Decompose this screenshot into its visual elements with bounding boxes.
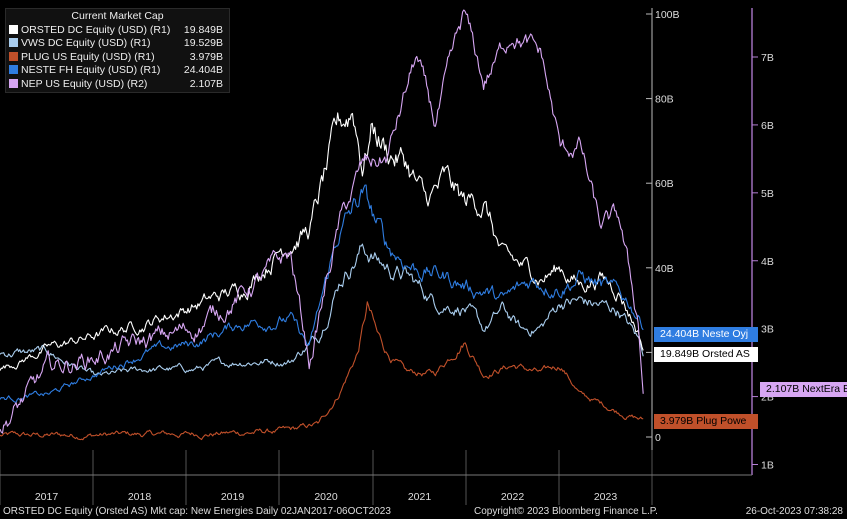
left-tick-label: 100B: [655, 9, 680, 21]
right-tick-label: 6B: [761, 120, 774, 132]
legend-series-value: 2.107B: [189, 77, 223, 90]
legend: Current Market Cap ORSTED DC Equity (USD…: [5, 8, 230, 93]
right-tick-label: 3B: [761, 324, 774, 336]
end-label-orsted: 19.849B Orsted AS: [654, 347, 758, 362]
year-label: 2020: [314, 491, 338, 503]
year-label: 2017: [35, 491, 59, 503]
left-tick-label: 0: [655, 432, 661, 444]
footer-description: ORSTED DC Equity (Orsted AS) Mkt cap: Ne…: [3, 506, 391, 517]
series-line-neste: [0, 184, 644, 403]
legend-swatch: [9, 51, 18, 61]
legend-series-name: NEP US Equity (USD) (R2): [21, 77, 148, 90]
legend-series-value: 3.979B: [189, 50, 223, 63]
end-label-nep: 2.107B NextEra E: [760, 382, 847, 397]
footer-copyright: Copyright© 2023 Bloomberg Finance L.P.: [474, 506, 658, 517]
end-label-plug: 3.979B Plug Powe: [654, 414, 758, 429]
legend-swatch: [9, 65, 18, 75]
legend-series-value: 24.404B: [183, 64, 223, 77]
legend-series-value: 19.849B: [183, 24, 223, 36]
legend-entry-neste: NESTE FH Equity (USD) (R1) 24.404B: [6, 64, 229, 77]
series-line-nep: [0, 9, 644, 434]
year-label: 2022: [501, 491, 525, 503]
year-label: 2019: [221, 491, 245, 503]
legend-entry-orsted: ORSTED DC Equity (USD) (R1) 19.849B: [6, 24, 229, 37]
legend-series-name: ORSTED DC Equity (USD) (R1): [21, 24, 171, 36]
legend-series-name: NESTE FH Equity (USD) (R1): [21, 64, 161, 77]
legend-entry-nep: NEP US Equity (USD) (R2) 2.107B: [6, 78, 229, 91]
legend-title: Current Market Cap: [71, 10, 164, 22]
footer: ORSTED DC Equity (Orsted AS) Mkt cap: Ne…: [0, 505, 847, 519]
end-label-neste: 24.404B Neste Oyj: [654, 327, 758, 342]
series-line-vws: [0, 243, 644, 376]
legend-swatch: [9, 38, 18, 48]
left-tick-label: 80B: [655, 94, 674, 106]
legend-swatch: [9, 78, 18, 88]
series-line-orsted: [0, 112, 644, 371]
line-chart: 2017201820192020202120222023020B40B60B80…: [0, 8, 774, 505]
legend-series-name: VWS DC Equity (USD) (R1): [21, 37, 151, 50]
right-tick-label: 4B: [761, 256, 774, 268]
legend-series-name: PLUG US Equity (USD) (R1): [21, 50, 155, 63]
year-label: 2018: [128, 491, 152, 503]
legend-entry-plug: PLUG US Equity (USD) (R1) 3.979B: [6, 51, 229, 64]
right-tick-label: 1B: [761, 460, 774, 472]
right-tick-label: 7B: [761, 52, 774, 64]
year-label: 2021: [408, 491, 432, 503]
footer-timestamp: 26-Oct-2023 07:38:28: [745, 506, 843, 517]
right-tick-label: 5B: [761, 188, 774, 200]
series-line-plug: [0, 301, 644, 441]
legend-swatch: [9, 25, 18, 34]
year-label: 2023: [594, 491, 618, 503]
legend-series-value: 19.529B: [183, 37, 223, 50]
left-tick-label: 40B: [655, 263, 674, 275]
left-tick-label: 60B: [655, 178, 674, 190]
legend-entry-vws: VWS DC Equity (USD) (R1) 19.529B: [6, 37, 229, 50]
